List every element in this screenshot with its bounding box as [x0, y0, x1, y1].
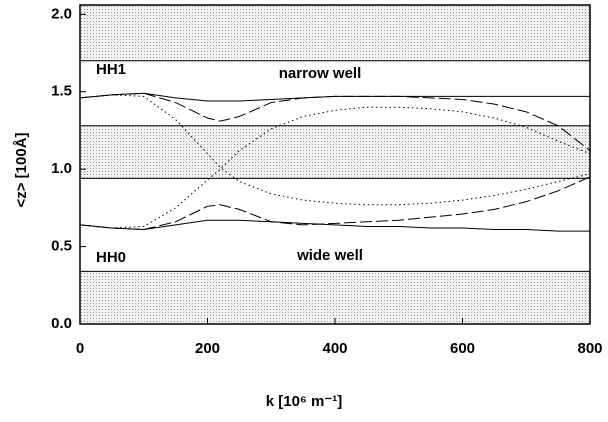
y-tick-label: 2.0: [51, 5, 72, 22]
x-tick-label: 600: [450, 340, 475, 357]
y-axis-label: <z> [100Å]: [13, 132, 30, 207]
x-tick-label: 0: [76, 340, 84, 357]
annotation: HH0: [96, 249, 126, 266]
y-tick-label: 1.0: [51, 160, 72, 177]
barrier-band: [80, 271, 590, 324]
series-line: [79, 94, 591, 206]
series-line: [79, 176, 591, 231]
x-tick-label: 400: [322, 340, 347, 357]
annotation: HH1: [96, 61, 126, 78]
series-line: [79, 106, 591, 229]
x-axis-label: k [10⁶ m⁻¹]: [266, 393, 343, 410]
annotation: narrow well: [279, 65, 362, 82]
x-tick-label: 200: [195, 340, 220, 357]
y-tick-label: 1.5: [51, 83, 72, 100]
x-tick-label: 800: [577, 340, 602, 357]
annotation: wide well: [296, 247, 363, 264]
barrier-band: [80, 125, 590, 179]
barrier-band: [80, 5, 590, 61]
series-line: [79, 92, 591, 151]
y-tick-label: 0.0: [51, 315, 72, 332]
y-tick-label: 0.5: [51, 238, 72, 255]
